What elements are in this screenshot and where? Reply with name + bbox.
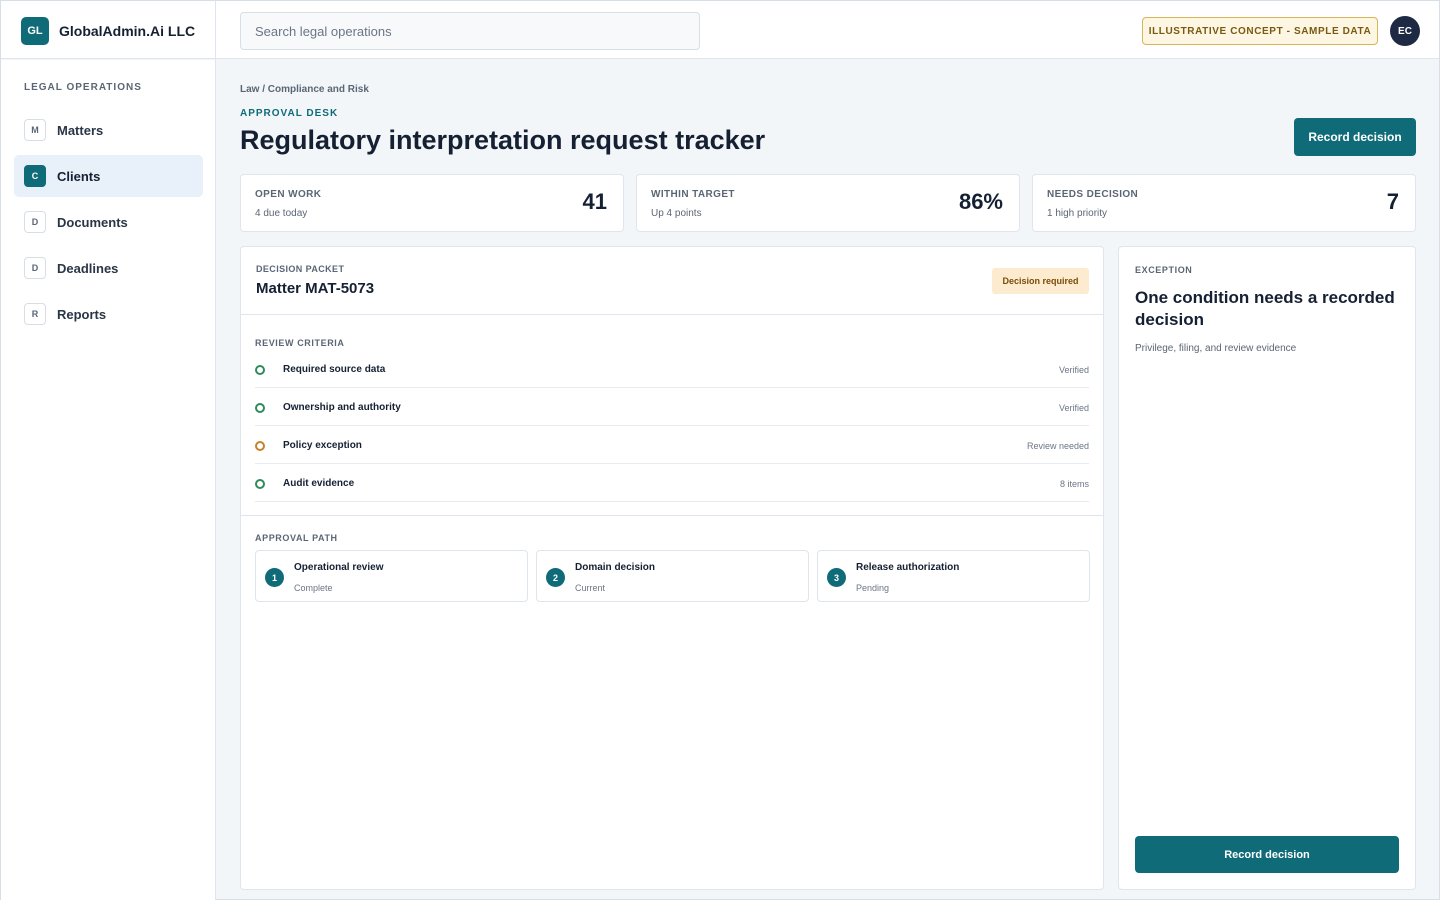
kpi-label: WITHIN TARGET — [651, 189, 735, 200]
kpi-value: 41 — [582, 189, 607, 214]
step-number: 3 — [827, 568, 846, 587]
matters-icon: M — [24, 119, 46, 141]
kpi-subtext: 4 due today — [255, 208, 308, 219]
kpi-subtext: Up 4 points — [651, 208, 702, 219]
step-status: Pending — [856, 583, 890, 593]
status-badge: Decision required — [992, 268, 1089, 294]
criteria-status: 8 items — [1059, 479, 1089, 489]
approval-step-domain-decision[interactable]: 2 Domain decision Current — [536, 550, 809, 602]
top-bar: GL GlobalAdmin.Ai LLC ILLUSTRATIVE CONCE… — [1, 1, 1439, 59]
brand-name: GlobalAdmin.Ai LLC — [59, 23, 196, 39]
exception-eyebrow: EXCEPTION — [1135, 265, 1193, 275]
panel-eyebrow: DECISION PACKET — [256, 264, 345, 274]
kpi-label: OPEN WORK — [255, 189, 322, 200]
step-status: Current — [575, 583, 606, 593]
sidebar-item-documents[interactable]: D Documents — [14, 201, 203, 243]
kpi-card-needs-decision: NEEDS DECISION 1 high priority 7 — [1032, 174, 1416, 232]
approval-step-release-authorization[interactable]: 3 Release authorization Pending — [817, 550, 1090, 602]
kpi-value: 86% — [958, 189, 1003, 214]
exception-description: Privilege, filing, and review evidence — [1135, 343, 1297, 354]
sidebar-item-label: Matters — [57, 122, 104, 138]
kpi-subtext: 1 high priority — [1047, 208, 1108, 219]
approval-path-label: APPROVAL PATH — [255, 533, 338, 543]
criteria-row[interactable]: Audit evidence 8 items — [255, 464, 1089, 502]
criteria-name: Ownership and authority — [283, 402, 401, 413]
exception-record-decision-button[interactable]: Record decision — [1135, 836, 1399, 873]
sidebar-heading: LEGAL OPERATIONS — [24, 82, 142, 93]
step-number: 1 — [265, 568, 284, 587]
sidebar-item-matters[interactable]: M Matters — [14, 109, 203, 151]
kpi-value: 7 — [1386, 189, 1399, 214]
review-criteria-label: REVIEW CRITERIA — [255, 338, 345, 348]
concept-badge: ILLUSTRATIVE CONCEPT - SAMPLE DATA — [1142, 17, 1378, 45]
sidebar-item-label: Reports — [57, 306, 107, 322]
criteria-status: Verified — [1058, 365, 1089, 375]
criteria-row[interactable]: Ownership and authority Verified — [255, 388, 1089, 426]
sidebar-item-reports[interactable]: R Reports — [14, 293, 203, 335]
sidebar-item-deadlines[interactable]: D Deadlines — [14, 247, 203, 289]
criteria-row[interactable]: Policy exception Review needed — [255, 426, 1089, 464]
decision-packet-panel: DECISION PACKET Matter MAT-5073 Decision… — [240, 246, 1104, 890]
kpi-card-within-target: WITHIN TARGET Up 4 points 86% — [636, 174, 1020, 232]
check-dot-icon — [255, 479, 265, 489]
page-title: Regulatory interpretation request tracke… — [240, 125, 766, 155]
sidebar: LEGAL OPERATIONS M Matters C Clients D D… — [1, 60, 215, 900]
step-title: Operational review — [294, 562, 384, 573]
record-decision-button[interactable]: Record decision — [1294, 118, 1416, 156]
step-title: Domain decision — [575, 562, 656, 573]
sidebar-item-clients[interactable]: C Clients — [14, 155, 203, 197]
step-number: 2 — [546, 568, 565, 587]
check-dot-icon — [255, 403, 265, 413]
reports-icon: R — [24, 303, 46, 325]
warning-dot-icon — [255, 441, 265, 451]
documents-icon: D — [24, 211, 46, 233]
criteria-name: Required source data — [283, 364, 386, 375]
criteria-status: Review needed — [1026, 441, 1089, 451]
breadcrumb[interactable]: Law / Compliance and Risk — [240, 84, 369, 95]
kpi-card-open-work: OPEN WORK 4 due today 41 — [240, 174, 624, 232]
check-dot-icon — [255, 365, 265, 375]
criteria-name: Audit evidence — [283, 478, 355, 489]
sidebar-divider — [215, 1, 216, 900]
sidebar-item-label: Clients — [57, 168, 101, 184]
step-status: Complete — [294, 583, 333, 593]
deadlines-icon: D — [24, 257, 46, 279]
exception-title: One condition needs a recorded decision — [1135, 288, 1395, 329]
sidebar-item-label: Deadlines — [57, 260, 119, 276]
criteria-name: Policy exception — [283, 440, 362, 451]
brand[interactable]: GL GlobalAdmin.Ai LLC — [21, 17, 195, 45]
criteria-row[interactable]: Required source data Verified — [255, 350, 1089, 388]
step-title: Release authorization — [856, 562, 960, 573]
criteria-status: Verified — [1058, 403, 1089, 413]
clients-icon: C — [24, 165, 46, 187]
approval-step-operational-review[interactable]: 1 Operational review Complete — [255, 550, 528, 602]
brand-logo-icon: GL — [21, 17, 49, 45]
panel-divider — [241, 314, 1103, 315]
kpi-label: NEEDS DECISION — [1047, 189, 1139, 200]
panel-divider — [241, 515, 1103, 516]
search-input[interactable] — [240, 12, 700, 50]
matter-title: Matter MAT-5073 — [256, 280, 375, 297]
avatar[interactable]: EC — [1390, 16, 1420, 46]
exception-panel: EXCEPTION One condition needs a recorded… — [1118, 246, 1416, 890]
sidebar-item-label: Documents — [57, 214, 128, 230]
section-eyebrow: APPROVAL DESK — [240, 108, 339, 119]
